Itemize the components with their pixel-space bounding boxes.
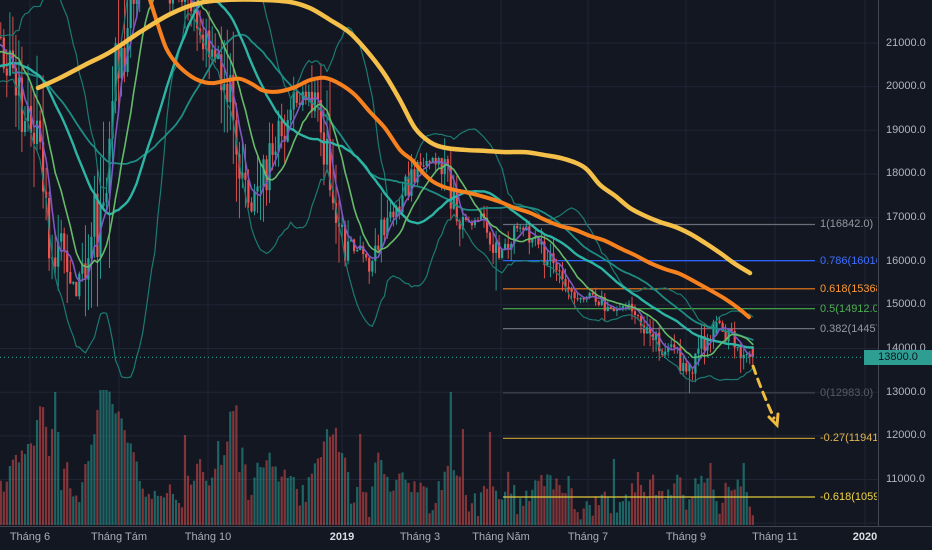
time-tick-label: Tháng 7 [567,531,609,543]
price-tick-label: 18000.0 [886,167,926,180]
time-tick-label: 2020 [852,531,878,543]
price-tick-label: 21000.0 [886,36,926,49]
candlestick-series [0,0,754,394]
time-tick-label: Tháng 10 [184,531,232,543]
price-tick-label: 13000.0 [886,385,926,398]
price-axis[interactable]: 21000.0 20000.0 19000.0 18000.0 17000.0 16000… [878,0,932,526]
fib-level-label[interactable]: -0.618(10598 [820,491,877,504]
fib-level-label[interactable]: -0.27(11941.0 [820,432,877,445]
fib-level-label[interactable]: 1(16842.0) [820,218,874,231]
time-tick-label: Tháng Năm [472,531,530,543]
last-price-label: 13800.0 [864,349,932,365]
fib-level-label[interactable]: 0(12983.0) [820,386,874,399]
time-tick-label: Tháng 9 [665,531,707,543]
time-tick-label: 2019 [329,531,355,543]
price-tick-label: 20000.0 [886,80,926,93]
price-tick-label: 15000.0 [886,298,926,311]
time-axis[interactable]: Tháng 6 Tháng Tám Tháng 10 2019 Tháng 3 Tháng… [0,526,932,550]
time-tick-label: Tháng 3 [399,531,441,543]
time-tick-label: Tháng Tám [90,531,148,543]
fib-level-label[interactable]: 0.618(15368. [820,282,877,295]
fib-level-label[interactable]: 0.786(16016. [820,254,877,267]
price-tick-label: 12000.0 [886,429,926,442]
fib-level-label[interactable]: 0.5(14912.0) [820,302,877,315]
price-tick-label: 16000.0 [886,254,926,267]
price-tick-label: 17000.0 [886,211,926,224]
trend-arrow-drawing[interactable] [751,364,780,429]
time-tick-label: Tháng 6 [9,531,51,543]
volume-bars [0,390,754,525]
price-tick-label: 19000.0 [886,123,926,136]
price-tick-label: 11000.0 [886,473,925,485]
moving-averages [0,0,754,383]
fib-level-label[interactable]: 0.382(14457. [820,322,877,335]
time-tick-label: Tháng 11 [752,531,798,543]
